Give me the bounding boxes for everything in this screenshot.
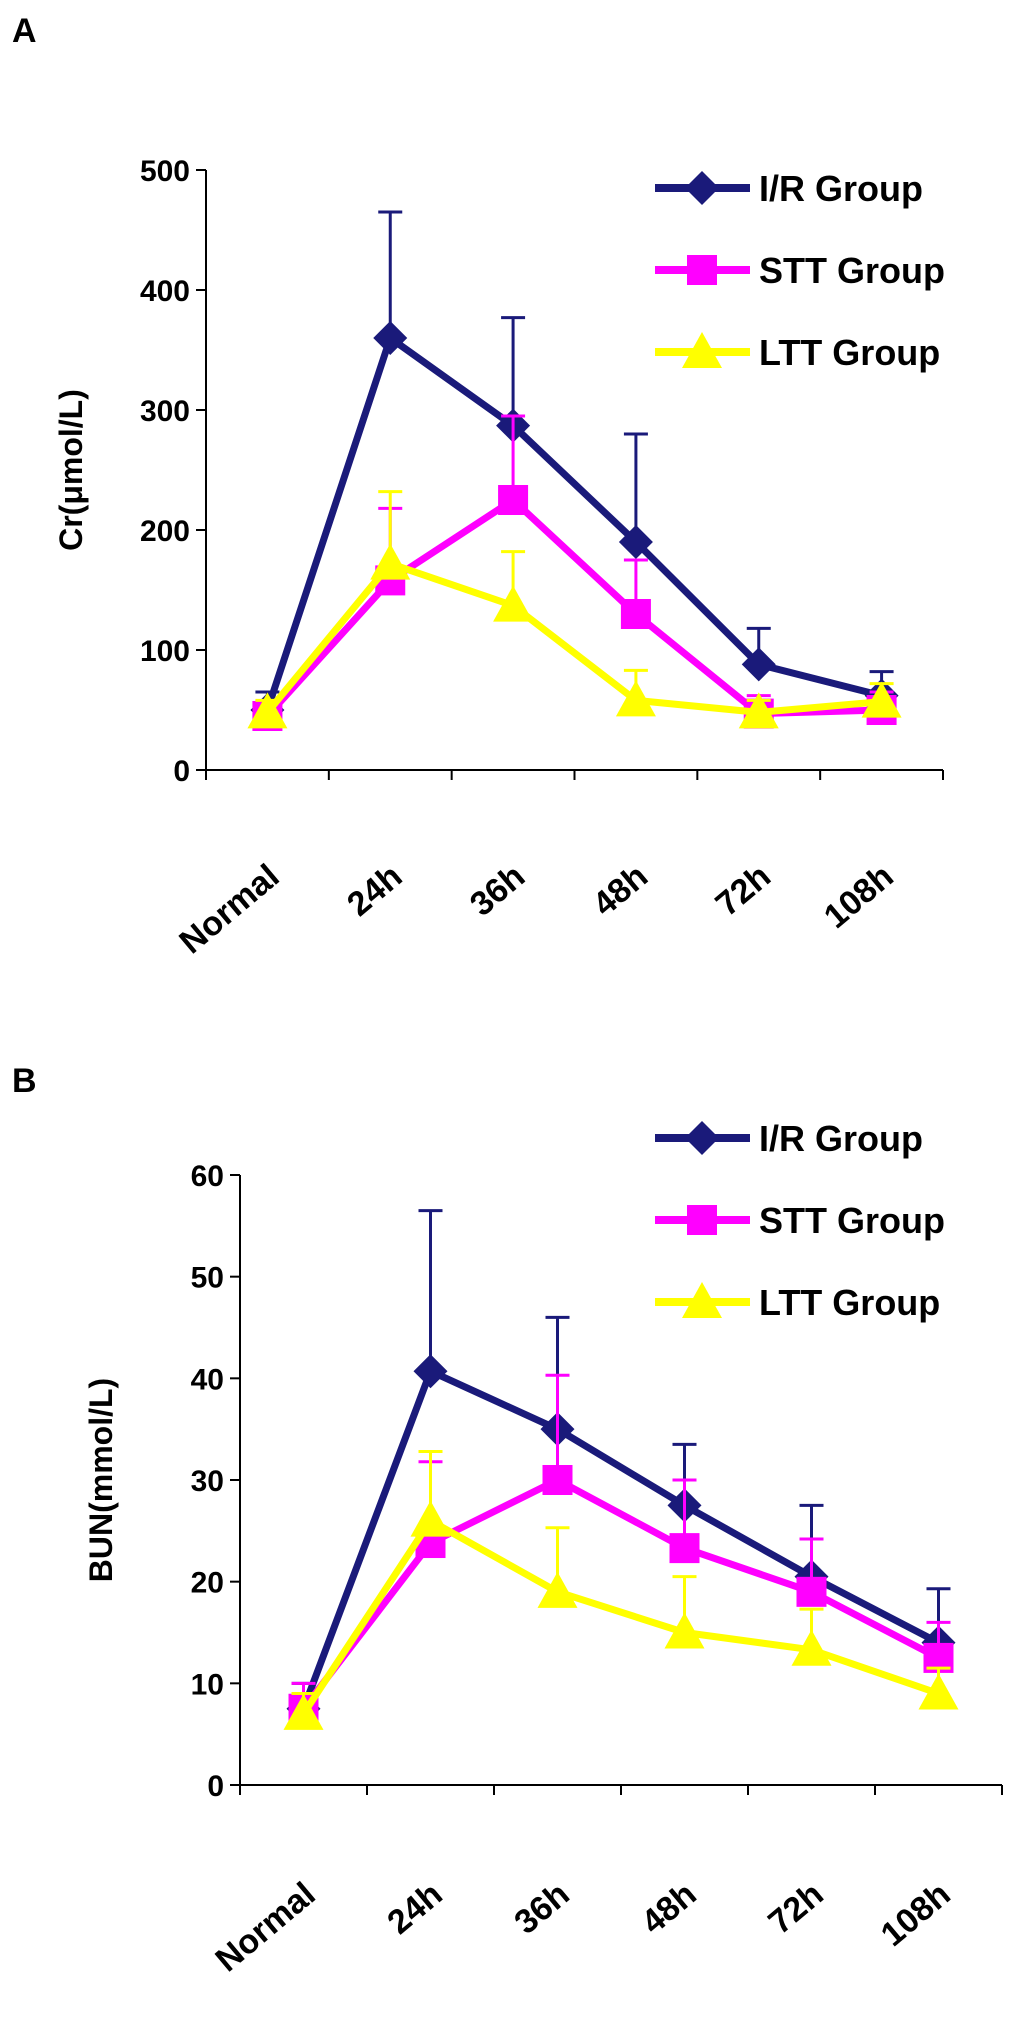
x-category-label: 24h [380,1875,449,1942]
panel-letter-a: A [12,12,37,50]
x-category-label: 36h [507,1875,576,1942]
data-point [283,1693,324,1730]
data-point [791,1629,832,1666]
x-category-label: Normal [208,1875,322,1979]
data-point [664,1612,705,1649]
data-point [247,692,288,729]
data-point [413,1354,448,1389]
data-point [620,599,651,629]
y-tick-label: 50 [191,1262,224,1295]
series-stt-group [288,1373,954,1724]
data-point [741,647,776,682]
legend-label: LTT Group [759,1282,940,1323]
series-line [264,560,882,716]
x-category-label: 48h [586,857,655,924]
data-point [796,1576,827,1607]
legend-label: LTT Group [759,332,940,373]
y-tick-label: 100 [140,635,190,668]
y-tick-label: 10 [191,1668,224,1701]
y-tick-label: 0 [207,1770,224,1803]
y-tick-label: 400 [140,275,190,308]
y-tick-label: 200 [140,515,190,548]
chart-b: 0 10 20 30 40 50 60 Normal 24h 36h 48h 72h 108h BUN(m… [83,1118,1003,1979]
data-point [410,1500,451,1537]
legend-item: STT Group [655,250,945,291]
series-line [264,496,882,719]
data-point [370,543,411,580]
legend-marker [687,255,717,285]
legend-label: I/R Group [759,1118,923,1159]
series-line [300,1367,941,1710]
legend-label: I/R Group [759,168,923,209]
data-point [738,692,779,729]
panel-letter-b: B [12,1062,37,1100]
legend-item: LTT Group [655,1282,940,1323]
legend-marker [685,171,719,205]
x-category-label: 108h [874,1875,958,1954]
data-point [669,1533,700,1564]
data-point [493,585,534,622]
legend-label: STT Group [759,250,945,291]
legend-marker [685,1121,719,1155]
y-tick-label: 60 [191,1160,224,1193]
data-point [861,681,902,718]
data-point [373,321,408,355]
y-axis-title: BUN(mmol/L) [83,1378,119,1582]
series-line [300,1476,941,1711]
data-point [498,485,529,515]
series-line [300,1517,940,1716]
legend-item: I/R Group [655,168,923,209]
x-category-label: 48h [634,1875,703,1942]
legend-item: I/R Group [655,1118,923,1159]
chart-a: 0 100 200 300 400 500 Normal 24h 36h 48h 72h 108h Cr… [53,155,945,961]
y-tick-label: 300 [140,395,190,428]
y-tick-label: 20 [191,1567,224,1600]
legend-marker [687,1205,717,1235]
y-tick-label: 0 [173,755,190,788]
y-axis-title: Cr(μmol/L) [53,389,89,551]
legend-marker [682,1282,722,1318]
x-category-label: 108h [817,857,901,936]
legend-marker [682,332,722,368]
legend-label: STT Group [759,1200,945,1241]
y-tick-label: 30 [191,1465,224,1498]
data-point [918,1673,959,1710]
data-point [615,680,656,717]
y-tick-label: 40 [191,1363,224,1396]
series-ltt-group [247,490,902,729]
data-point [537,1571,578,1608]
series-line [264,334,883,712]
data-point [618,525,653,559]
x-category-label: 72h [709,857,778,924]
x-category-label: 36h [463,857,532,924]
x-category-label: Normal [172,857,286,961]
data-point [542,1465,573,1495]
x-category-label: 72h [761,1875,830,1942]
y-tick-label: 500 [140,155,190,188]
legend-item: LTT Group [655,332,940,373]
legend-item: STT Group [655,1200,945,1241]
x-category-label: 24h [340,857,409,924]
series-ltt-group [283,1450,959,1730]
